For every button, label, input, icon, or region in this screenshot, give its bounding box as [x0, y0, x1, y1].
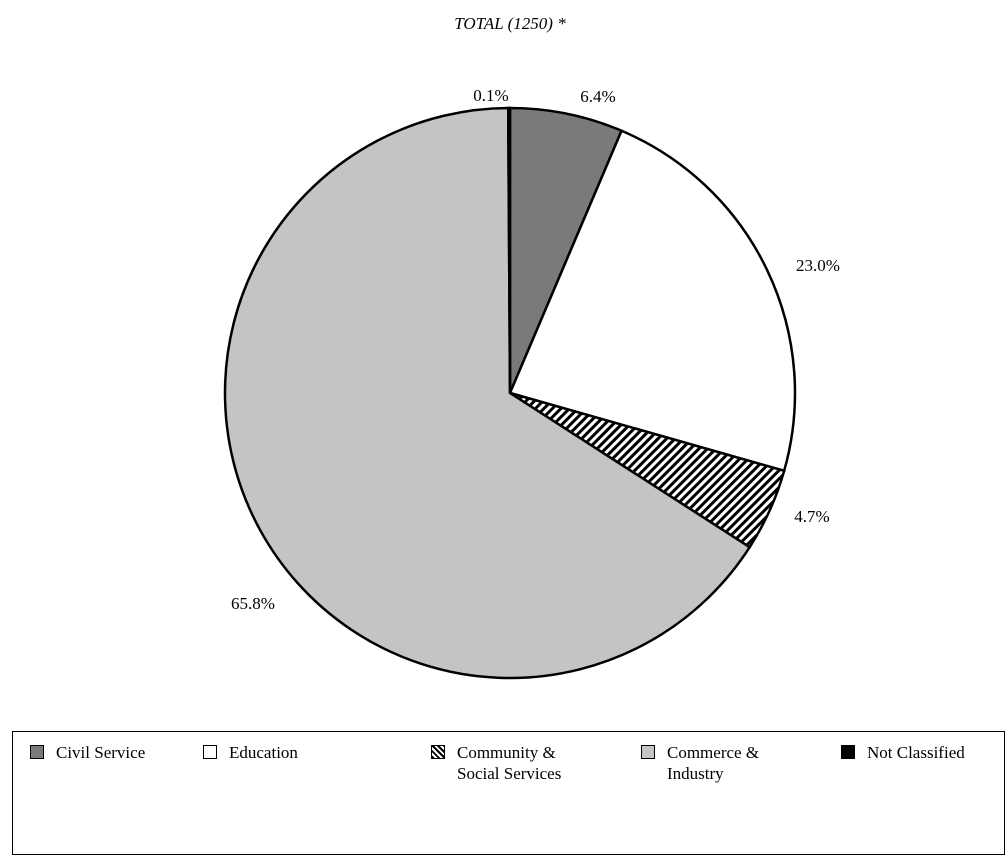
legend: Civil Service Education Community & Social…	[12, 731, 1005, 855]
legend-label: Community & Social Services	[457, 743, 562, 783]
legend-label: Education	[229, 743, 298, 762]
legend-label: Not Classified	[867, 743, 965, 762]
data-label: 4.7%	[794, 507, 829, 526]
pie-slice	[508, 129, 797, 473]
data-label: 0.1%	[473, 86, 508, 105]
legend-item: Community & Social Services	[431, 742, 569, 784]
legend-label: Civil Service	[56, 743, 146, 762]
pie-slice	[506, 106, 512, 394]
legend-swatch	[203, 745, 217, 759]
data-label: 6.4%	[580, 87, 615, 106]
pie-slice	[223, 106, 752, 680]
legend-item: Education	[203, 742, 369, 763]
pie-slice	[508, 106, 624, 394]
legend-label: Commerce & Industry	[667, 743, 760, 783]
chart-title: TOTAL (1250) *	[454, 14, 566, 33]
legend-swatch	[30, 745, 44, 759]
legend-swatch	[841, 745, 855, 759]
legend-swatch	[641, 745, 655, 759]
legend-item: Not Classified	[841, 742, 1007, 763]
data-label: 65.8%	[231, 594, 275, 613]
legend-swatch	[431, 745, 445, 759]
pie	[223, 106, 797, 680]
legend-item: Commerce & Industry	[641, 742, 787, 784]
data-label: 23.0%	[796, 256, 840, 275]
chart: TOTAL (1250) * 6.4% 23.0% 4.7% 65.8% 0.1%	[223, 14, 840, 680]
legend-item: Civil Service	[30, 742, 196, 763]
